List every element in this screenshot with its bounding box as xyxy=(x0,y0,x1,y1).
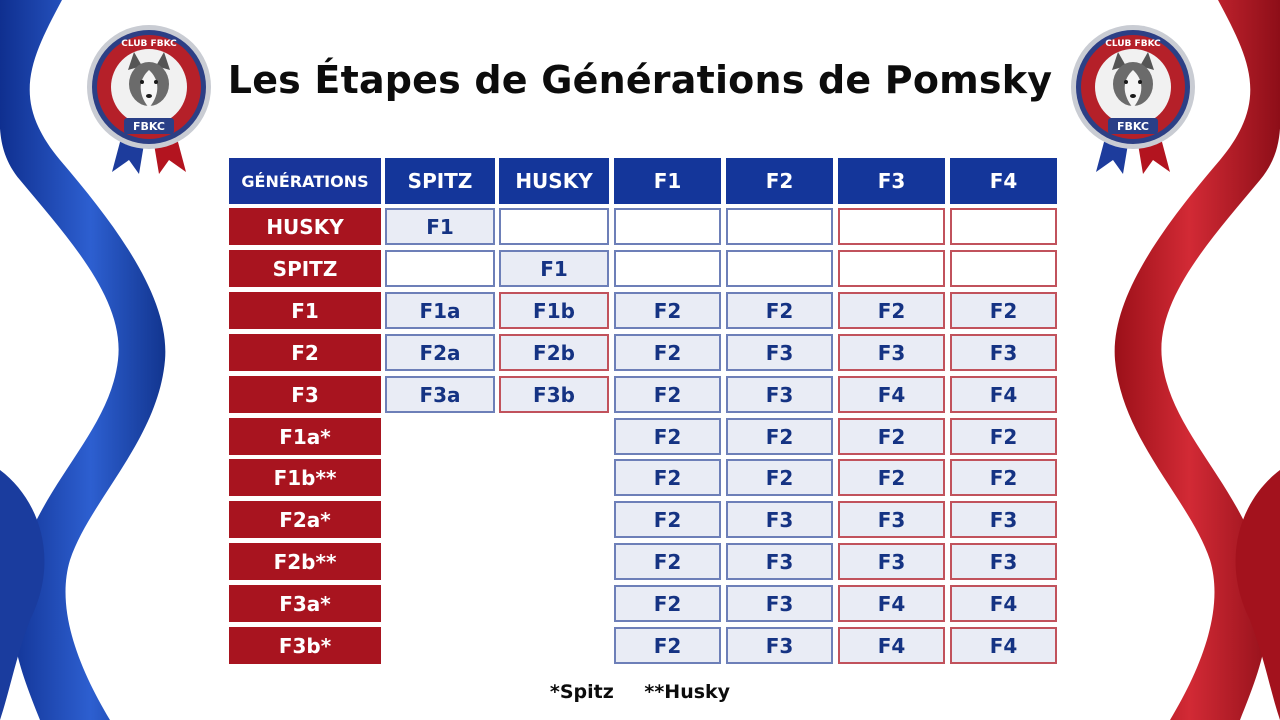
column-header: F1 xyxy=(614,158,721,204)
table-cell: F3 xyxy=(726,376,833,413)
table-cell: F2 xyxy=(614,418,721,455)
table-cell: F2 xyxy=(614,334,721,371)
table-cell: F2a xyxy=(385,334,495,371)
row-label: HUSKY xyxy=(229,208,381,245)
table-cell: F1b xyxy=(499,292,609,329)
table-cell: F3b xyxy=(499,376,609,413)
table-cell: F2 xyxy=(614,501,721,538)
table-cell: F2 xyxy=(726,459,833,496)
row-label: F1 xyxy=(229,292,381,329)
table-cell xyxy=(950,208,1057,245)
table-cell: F3 xyxy=(950,543,1057,580)
club-badge-right: CLUB FBKC FBKC xyxy=(1068,22,1198,177)
red-ribbon xyxy=(1114,0,1280,720)
table-cell: F4 xyxy=(838,376,945,413)
table-cell xyxy=(726,250,833,287)
table-cell: F2 xyxy=(838,459,945,496)
table-cell: F2b xyxy=(499,334,609,371)
table-cell: F3 xyxy=(726,585,833,622)
row-label: F3b* xyxy=(229,627,381,664)
table-cell: F2 xyxy=(614,627,721,664)
table-cell: F3 xyxy=(838,543,945,580)
footnote-husky: **Husky xyxy=(644,681,731,703)
row-label: F2 xyxy=(229,334,381,371)
table-cell: F2 xyxy=(950,292,1057,329)
table-cell: F3 xyxy=(726,543,833,580)
table-cell: F2 xyxy=(950,418,1057,455)
footnote-spitz: *Spitz xyxy=(549,681,614,703)
table-cell: F3a xyxy=(385,376,495,413)
page-title: Les Étapes de Générations de Pomsky xyxy=(227,58,1053,102)
table-cell: F3 xyxy=(838,334,945,371)
table-cell xyxy=(838,208,945,245)
table-cell: F1a xyxy=(385,292,495,329)
club-badge-left: CLUB FBKC FBKC xyxy=(84,22,214,177)
row-label: F1a* xyxy=(229,418,381,455)
footnotes: *Spitz **Husky xyxy=(0,681,1280,703)
table-cell xyxy=(838,250,945,287)
table-cell: F3 xyxy=(726,334,833,371)
table-cell: F3 xyxy=(726,627,833,664)
row-label: F3a* xyxy=(229,585,381,622)
badge-bottom-text: FBKC xyxy=(1117,120,1149,133)
table-cell: F3 xyxy=(950,501,1057,538)
badge-top-text: CLUB FBKC xyxy=(1105,39,1161,49)
badge-top-text: CLUB FBKC xyxy=(121,39,177,49)
row-label: F2b** xyxy=(229,543,381,580)
table-cell: F2 xyxy=(614,376,721,413)
table-cell: F2 xyxy=(838,292,945,329)
header-generations: GÉNÉRATIONS xyxy=(229,158,381,204)
blue-ribbon xyxy=(0,0,166,720)
column-header: F4 xyxy=(950,158,1057,204)
table-cell: F2 xyxy=(726,292,833,329)
table-cell: F2 xyxy=(838,418,945,455)
table-cell xyxy=(950,250,1057,287)
table-cell: F1 xyxy=(385,208,495,245)
column-header: F3 xyxy=(838,158,945,204)
table-cell: F4 xyxy=(838,627,945,664)
table-cell: F2 xyxy=(726,418,833,455)
table-cell: F4 xyxy=(950,376,1057,413)
row-label: F3 xyxy=(229,376,381,413)
badge-bottom-text: FBKC xyxy=(133,120,165,133)
table-cell xyxy=(385,250,495,287)
table-cell: F2 xyxy=(614,292,721,329)
table-cell: F2 xyxy=(950,459,1057,496)
table-cell: F4 xyxy=(950,585,1057,622)
table-cell xyxy=(614,250,721,287)
table-cell: F4 xyxy=(838,585,945,622)
table-cell: F3 xyxy=(726,501,833,538)
table-cell xyxy=(614,208,721,245)
table-cell: F2 xyxy=(614,459,721,496)
column-header: SPITZ xyxy=(385,158,495,204)
column-header: F2 xyxy=(726,158,833,204)
row-label: F2a* xyxy=(229,501,381,538)
table-cell: F3 xyxy=(950,334,1057,371)
row-label: F1b** xyxy=(229,459,381,496)
table-cell xyxy=(726,208,833,245)
table-cell xyxy=(499,208,609,245)
table-cell: F2 xyxy=(614,585,721,622)
table-cell: F3 xyxy=(838,501,945,538)
table-cell: F2 xyxy=(614,543,721,580)
table-cell: F1 xyxy=(499,250,609,287)
column-header: HUSKY xyxy=(499,158,609,204)
table-cell: F4 xyxy=(950,627,1057,664)
row-label: SPITZ xyxy=(229,250,381,287)
